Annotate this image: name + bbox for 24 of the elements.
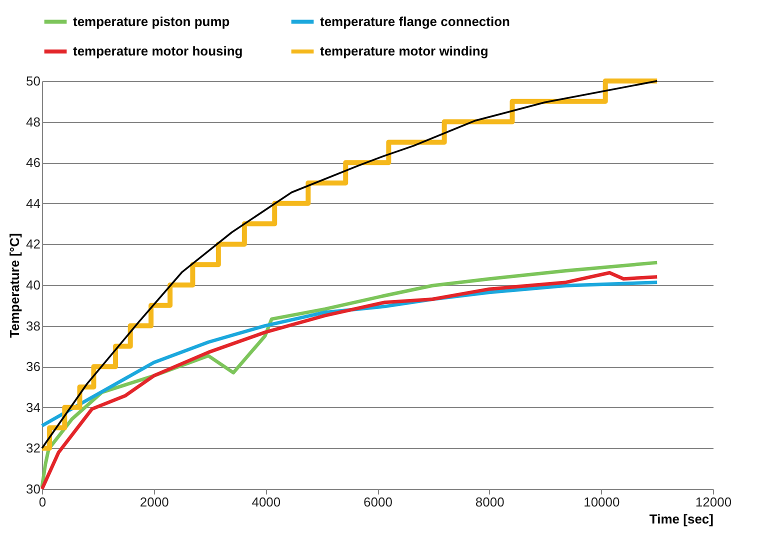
y-tick-label: 32 bbox=[26, 440, 40, 456]
x-tick-label: 0 bbox=[38, 494, 46, 510]
x-axis-title: Time [sec] bbox=[649, 512, 714, 526]
legend-label: temperature flange connection bbox=[320, 14, 510, 29]
legend-label: temperature motor winding bbox=[320, 44, 488, 58]
x-tick-label: 10000 bbox=[584, 494, 620, 510]
y-tick-label: 42 bbox=[26, 236, 40, 252]
y-tick-label: 48 bbox=[26, 114, 40, 130]
x-tick-label: 2000 bbox=[140, 494, 169, 510]
x-tick-label: 6000 bbox=[364, 494, 392, 510]
x-tick-label: 4000 bbox=[252, 494, 281, 510]
y-tick-label: 40 bbox=[26, 278, 40, 292]
y-tick-label: 46 bbox=[26, 155, 40, 170]
y-tick-label: 50 bbox=[26, 74, 40, 88]
x-tick-label: 8000 bbox=[475, 494, 504, 510]
legend-label: temperature motor housing bbox=[73, 44, 243, 58]
y-tick-label: 38 bbox=[26, 318, 40, 334]
y-axis-title: Temperature [°C] bbox=[7, 233, 22, 338]
y-tick-label: 44 bbox=[26, 196, 40, 211]
legend-label: temperature piston pump bbox=[73, 14, 230, 29]
y-tick-label: 36 bbox=[26, 359, 40, 374]
y-tick-label: 34 bbox=[26, 400, 40, 415]
x-tick-label: 12000 bbox=[695, 494, 732, 510]
y-tick-label: 30 bbox=[26, 482, 40, 496]
